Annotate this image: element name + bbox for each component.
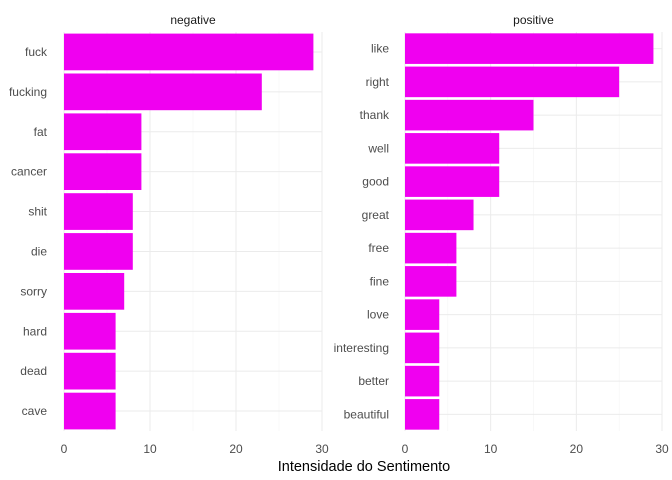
category-label: better [358, 374, 389, 388]
facet-label: negative [170, 13, 216, 27]
x-tick-label: 10 [484, 442, 498, 456]
x-tick-label: 20 [229, 442, 243, 456]
bar-better [405, 365, 440, 397]
category-label: fat [34, 125, 48, 139]
x-tick-label: 0 [402, 442, 409, 456]
bar-cancer [64, 153, 142, 191]
x-tick-label: 30 [315, 442, 329, 456]
x-tick-label: 0 [61, 442, 68, 456]
category-label: thank [360, 108, 390, 122]
bar-fat [64, 113, 142, 151]
category-label: fine [370, 274, 390, 288]
bar-thank [405, 99, 534, 131]
category-label: fucking [9, 85, 47, 99]
bar-dead [64, 352, 116, 390]
category-label: shit [28, 205, 47, 219]
category-label: sorry [20, 284, 47, 298]
bar-beautiful [405, 399, 440, 430]
bar-great [405, 199, 474, 231]
bar-fuck [64, 33, 314, 71]
category-label: right [366, 75, 390, 89]
category-label: good [362, 175, 389, 189]
bar-love [405, 299, 440, 330]
category-label: dead [20, 364, 47, 378]
panel-negative: fuck fucking fat cancer shit die sorry hard dead… [9, 13, 329, 456]
category-label: hard [23, 324, 47, 338]
category-label: like [371, 42, 389, 56]
panel-positive: like right thank well good great free fine love i… [334, 13, 669, 456]
category-label: die [31, 244, 47, 258]
bar-sorry [64, 272, 125, 310]
bar-hard [64, 312, 116, 350]
category-label: fuck [25, 45, 48, 59]
category-label: interesting [334, 341, 389, 355]
bar-like [405, 33, 654, 64]
x-tick-label: 20 [570, 442, 584, 456]
category-label: well [367, 141, 389, 155]
category-label: beautiful [344, 407, 389, 421]
category-label: cancer [11, 165, 47, 179]
bar-well [405, 133, 500, 164]
x-axis-label: Intensidade do Sentimento [278, 459, 451, 475]
bar-shit [64, 193, 133, 230]
x-tick-label: 10 [143, 442, 157, 456]
category-label: cave [22, 404, 48, 418]
bar-good [405, 166, 500, 197]
bar-die [64, 233, 133, 270]
x-tick-label: 30 [655, 442, 669, 456]
bar-cave [64, 392, 116, 430]
category-label: great [362, 208, 390, 222]
bar-fucking [64, 73, 262, 111]
chart-panels: fuck fucking fat cancer shit die sorry hard dead… [9, 13, 669, 456]
bar-right [405, 66, 620, 98]
category-label: love [367, 308, 389, 322]
bar-interesting [405, 332, 440, 364]
bar-free [405, 232, 457, 264]
category-label: free [368, 241, 389, 255]
bar-fine [405, 266, 457, 297]
facet-label: positive [513, 13, 554, 27]
